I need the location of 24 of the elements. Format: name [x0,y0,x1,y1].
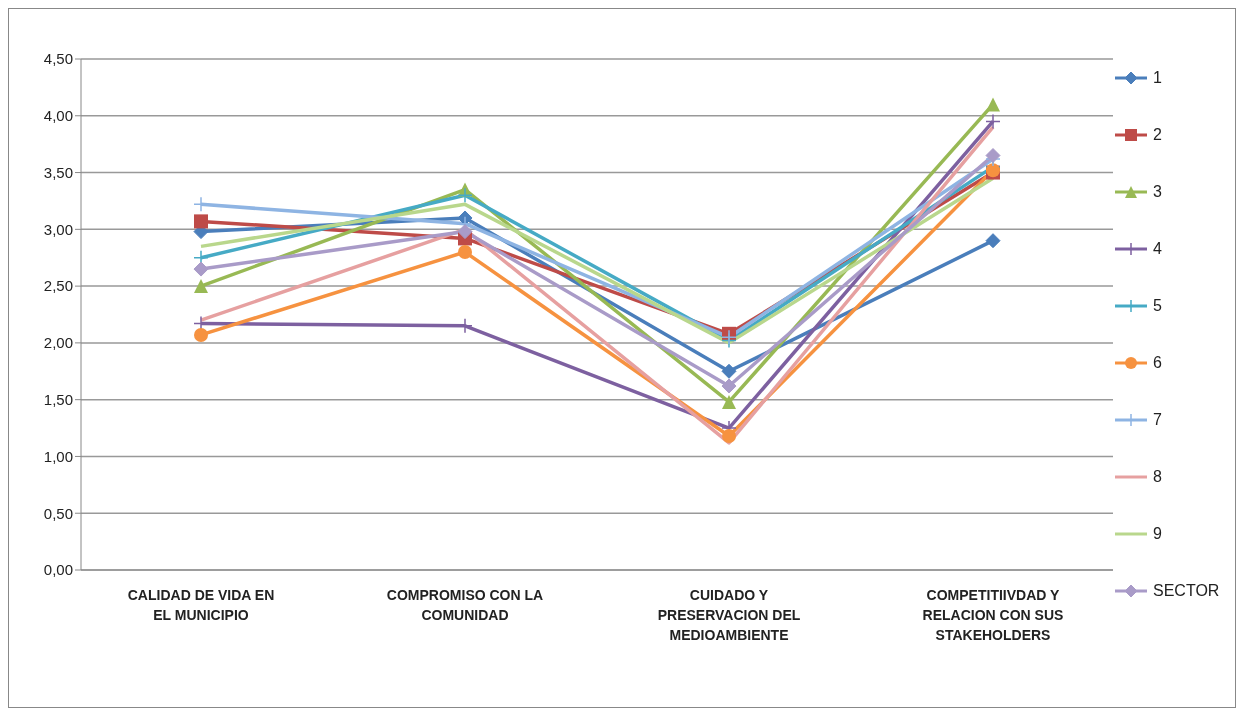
x-tick-label: CUIDADO Y PRESERVACION DEL MEDIOAMBIENTE [657,587,801,643]
y-tick-label: 2,00 [43,334,73,352]
x-tick-label: CALIDAD DE VIDA EN EL MUNICIPIO [127,587,275,623]
y-tick-label: 0,00 [43,561,73,579]
legend-label: 1 [1153,68,1162,87]
y-tick-label: 1,00 [43,447,73,465]
legend-label: 9 [1153,524,1162,543]
legend-label: 8 [1153,467,1162,486]
y-tick-label: 3,00 [43,220,73,238]
legend-label: 5 [1153,296,1162,315]
legend-label: 6 [1153,353,1162,372]
legend-label: 4 [1153,239,1162,258]
y-tick-label: 3,50 [43,163,73,181]
legend-label: SECTOR [1153,581,1220,600]
y-tick-label: 4,00 [43,107,73,125]
y-tick-label: 0,50 [43,504,73,522]
x-tick-label: COMPROMISO CON LA COMUNIDAD [386,587,544,623]
y-tick-label: 2,50 [43,277,73,295]
y-tick-label: 1,50 [43,390,73,408]
x-tick-label: COMPETITIIVDAD Y RELACION CON SUS STAKEHOLDERS [922,587,1064,643]
legend-label: 2 [1153,125,1162,144]
legend-label: 7 [1153,410,1162,429]
legend-label: 3 [1153,182,1162,201]
y-tick-label: 4,50 [43,50,73,68]
